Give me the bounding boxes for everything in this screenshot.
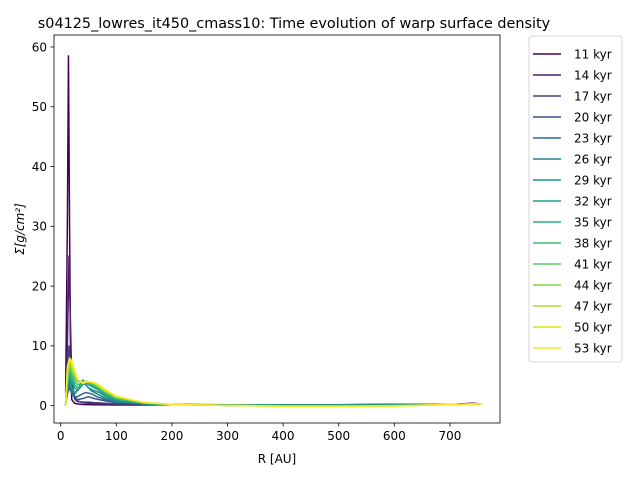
legend-label-11: 44 kyr bbox=[574, 278, 612, 292]
y-axis-ticks: 0 10 20 30 40 50 60 bbox=[32, 40, 54, 413]
legend-label-7: 32 kyr bbox=[574, 194, 612, 208]
legend-label-5: 26 kyr bbox=[574, 152, 612, 166]
legend-label-2: 17 kyr bbox=[574, 89, 612, 103]
legend-label-1: 14 kyr bbox=[574, 68, 612, 82]
legend-label-13: 50 kyr bbox=[574, 320, 612, 334]
y-tick-label-0: 0 bbox=[39, 399, 47, 413]
x-tick-label-4: 400 bbox=[272, 429, 295, 443]
y-tick-label-4: 40 bbox=[32, 160, 47, 174]
series-line-14 bbox=[64, 357, 482, 408]
legend-label-9: 38 kyr bbox=[574, 236, 612, 250]
x-tick-label-6: 600 bbox=[383, 429, 406, 443]
chart-title: s04125_lowres_it450_cmass10: Time evolut… bbox=[38, 16, 551, 32]
legend-label-3: 20 kyr bbox=[574, 110, 612, 124]
legend-label-6: 29 kyr bbox=[574, 173, 612, 187]
y-tick-label-6: 60 bbox=[32, 40, 47, 54]
legend-label-8: 35 kyr bbox=[574, 215, 612, 229]
plot-area-frame bbox=[53, 34, 501, 424]
series-line-0 bbox=[64, 55, 482, 406]
x-tick-label-7: 700 bbox=[438, 429, 461, 443]
y-tick-label-2: 20 bbox=[32, 279, 47, 293]
legend-label-0: 11 kyr bbox=[574, 47, 612, 61]
x-tick-label-2: 200 bbox=[160, 429, 183, 443]
x-tick-label-1: 100 bbox=[105, 429, 128, 443]
y-tick-label-1: 10 bbox=[32, 339, 47, 353]
y-tick-label-3: 30 bbox=[32, 220, 47, 234]
legend-label-10: 41 kyr bbox=[574, 257, 612, 271]
y-tick-label-5: 50 bbox=[32, 100, 47, 114]
x-axis-label: R [AU] bbox=[258, 452, 297, 466]
series-line-2 bbox=[64, 345, 482, 406]
x-tick-label-3: 300 bbox=[216, 429, 239, 443]
x-axis-ticks: 0 100 200 300 400 500 600 700 bbox=[57, 423, 461, 443]
x-tick-label-5: 500 bbox=[327, 429, 350, 443]
legend-label-14: 53 kyr bbox=[574, 341, 612, 355]
plot-series bbox=[64, 55, 482, 408]
legend-label-4: 23 kyr bbox=[574, 131, 612, 145]
x-tick-label-0: 0 bbox=[57, 429, 65, 443]
legend: 11 kyr 14 kyr 17 kyr 20 kyr 23 kyr 26 kyr 29 k… bbox=[528, 35, 623, 363]
legend-label-12: 47 kyr bbox=[574, 299, 612, 313]
series-line-1 bbox=[64, 255, 482, 406]
y-axis-label: Σ[g/cm²] bbox=[13, 203, 27, 255]
